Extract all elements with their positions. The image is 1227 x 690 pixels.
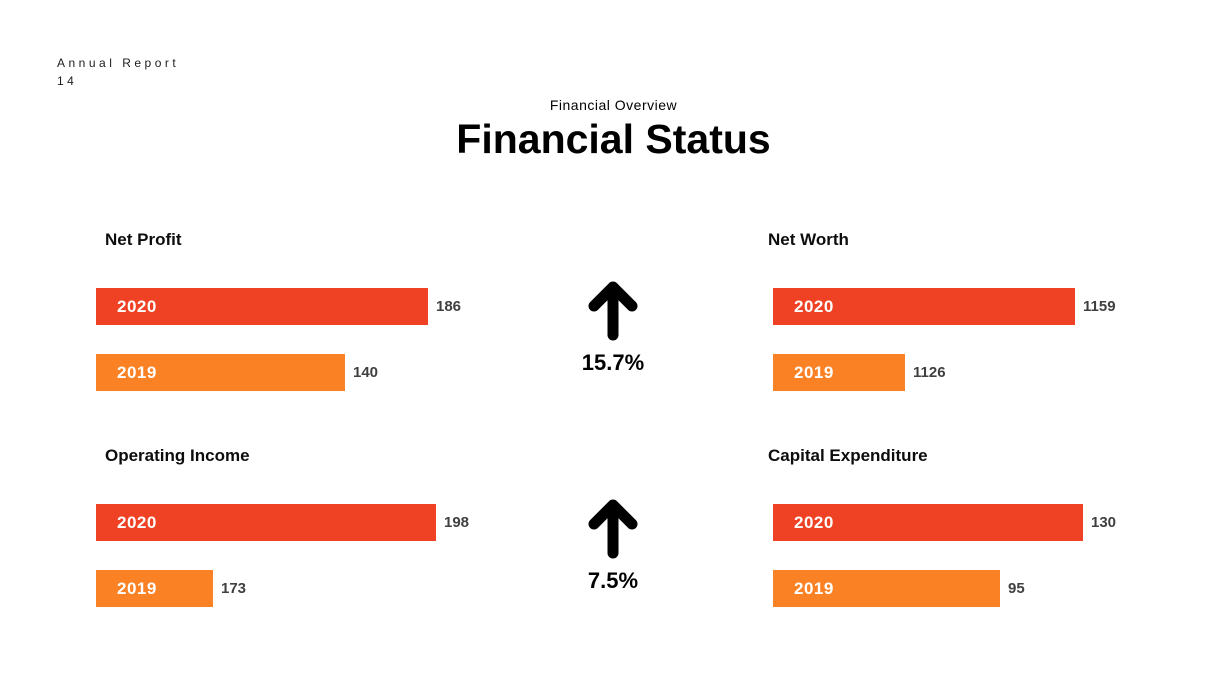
chart-title: Operating Income <box>105 446 250 465</box>
bar-2020: 2020 <box>773 504 1083 541</box>
bar-row: 2019 1126 <box>773 354 946 391</box>
bar-row: 2019 140 <box>96 354 378 391</box>
bar-year-label: 2019 <box>794 362 834 382</box>
chart-title: Net Profit <box>105 230 182 249</box>
bar-value-label: 130 <box>1091 514 1117 531</box>
bar-2019: 2019 <box>96 354 345 391</box>
bar-year-label: 2019 <box>117 578 157 598</box>
bar-2019: 2019 <box>773 354 905 391</box>
indicator-value: 15.7% <box>581 350 645 375</box>
bar-year-label: 2020 <box>794 512 834 532</box>
bar-value-label: 1126 <box>913 364 946 381</box>
bar-row: 2019 173 <box>96 570 246 607</box>
chart-net-worth: Net Worth 2020 1159 2019 1126 <box>768 230 1213 412</box>
bar-value-label: 95 <box>1008 580 1025 597</box>
bar-year-label: 2019 <box>117 362 157 382</box>
bar-2019: 2019 <box>96 570 213 607</box>
bar-value-label: 198 <box>444 514 470 531</box>
chart-operating-income: Operating Income 2020 198 2019 173 <box>96 446 536 628</box>
bar-2020: 2020 <box>773 288 1075 325</box>
bar-value-label: 140 <box>353 364 379 381</box>
arrow-up-icon <box>586 496 640 559</box>
bar-row: 2020 130 <box>773 504 1116 541</box>
page-title: Financial Status <box>456 116 771 162</box>
bar-row: 2020 186 <box>96 288 461 325</box>
indicator-top-growth: 15.7% <box>553 278 673 376</box>
page-number: 14 <box>57 74 78 88</box>
bar-2019: 2019 <box>773 570 1000 607</box>
report-label: Annual Report <box>57 56 180 70</box>
indicator-bottom-growth: 7.5% <box>553 496 673 594</box>
bar-row: 2020 198 <box>96 504 469 541</box>
bar-year-label: 2020 <box>794 296 834 316</box>
bar-row: 2020 1159 <box>773 288 1116 325</box>
bar-value-label: 1159 <box>1083 298 1116 315</box>
bar-row: 2019 95 <box>773 570 1025 607</box>
chart-title: Net Worth <box>768 230 849 249</box>
bar-year-label: 2019 <box>794 578 834 598</box>
bar-value-label: 186 <box>436 298 462 315</box>
chart-capital-expenditure: Capital Expenditure 2020 130 2019 95 <box>768 446 1213 628</box>
chart-net-profit: Net Profit 2020 186 2019 140 <box>96 230 536 412</box>
slide-kicker: Financial Overview <box>549 97 678 113</box>
bar-2020: 2020 <box>96 504 436 541</box>
arrow-up-icon <box>586 278 640 341</box>
chart-title: Capital Expenditure <box>768 446 928 465</box>
bar-value-label: 173 <box>221 580 247 597</box>
indicator-value: 7.5% <box>587 568 639 593</box>
bar-year-label: 2020 <box>117 512 157 532</box>
report-meta: Annual Report 14 <box>57 54 179 90</box>
bar-2020: 2020 <box>96 288 428 325</box>
bar-year-label: 2020 <box>117 296 157 316</box>
